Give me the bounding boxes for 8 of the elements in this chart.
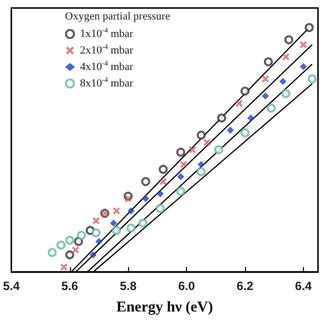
x-tick-label: 5.6 [61, 279, 78, 293]
x-tick-label: 6.4 [295, 279, 312, 293]
x-tick-label: 5.8 [120, 279, 137, 293]
x-axis-title: Energy hν (eV) [116, 300, 214, 316]
x-tick-label: 6.0 [178, 279, 196, 293]
x-tick-label: 5.4 [2, 279, 20, 293]
legend-title: Oxygen partial pressure [65, 10, 170, 22]
x-tick-label: 6.2 [236, 279, 254, 293]
